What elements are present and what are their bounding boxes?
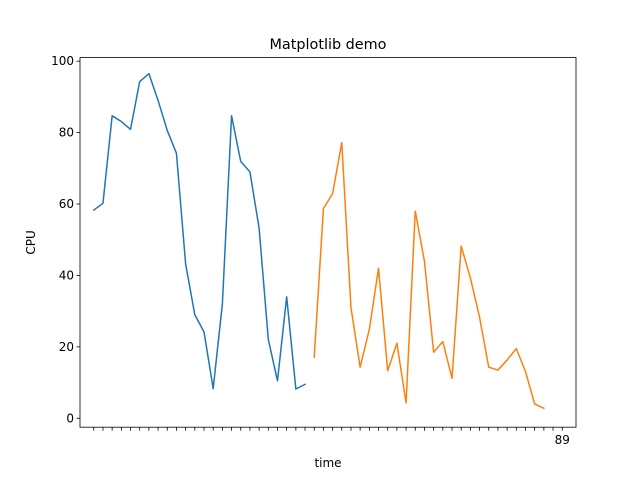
y-tick-label: 0 [66, 411, 74, 425]
y-tick-label: 60 [59, 197, 74, 211]
series-layer [92, 72, 545, 410]
y-tick-label: 100 [51, 54, 74, 68]
y-tick-label: 80 [59, 126, 74, 140]
y-tick-label: 20 [59, 340, 74, 354]
series-line-1 [92, 72, 307, 390]
plot-area [80, 57, 576, 428]
axis-layer: 0 20 40 60 80 100 89 [51, 54, 570, 447]
y-tick-label: 40 [59, 268, 74, 282]
x-tick-label: 89 [555, 433, 570, 447]
plot-frame [79, 57, 577, 428]
series-line-2 [313, 141, 545, 410]
y-axis-label: CPU [24, 230, 38, 254]
chart-title: Matplotlib demo [270, 37, 387, 53]
x-axis-label: time [314, 456, 341, 470]
